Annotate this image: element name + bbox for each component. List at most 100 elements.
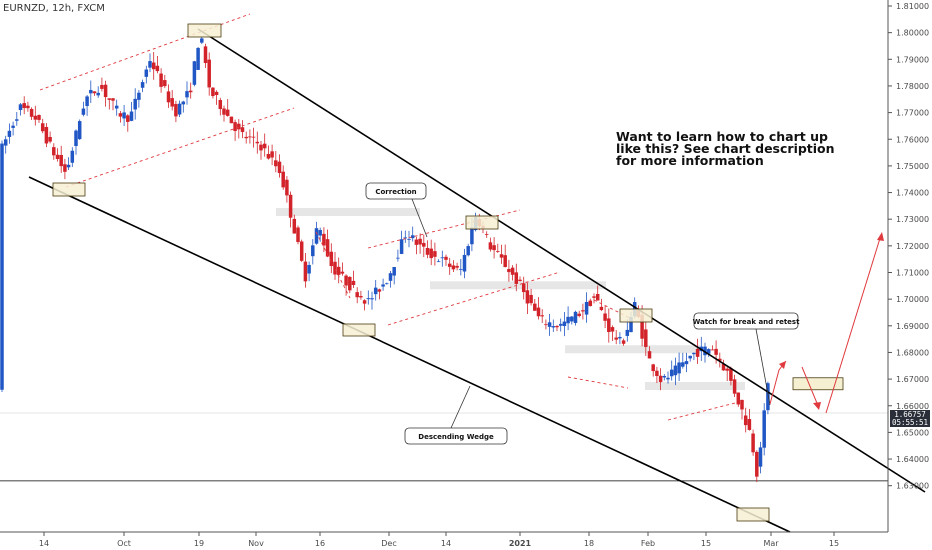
watch-label: Watch for break and retest (693, 318, 800, 326)
candle-body (299, 241, 304, 261)
time-tick-label: 15 (701, 539, 711, 548)
candle-body (625, 329, 630, 336)
candle-body (44, 126, 49, 144)
candle-body (714, 348, 718, 355)
candle-body (163, 80, 167, 87)
time-tick-label: 14 (441, 539, 451, 548)
candle-body (510, 267, 515, 275)
candle-body (26, 105, 30, 109)
correction-callout: Correction (365, 182, 428, 238)
candle-body (603, 313, 607, 321)
candle-body (570, 316, 574, 322)
candle-body (547, 322, 552, 327)
candle-body (758, 447, 763, 467)
candle-body (29, 108, 34, 117)
price-tick-label: 1.63000 (896, 482, 929, 491)
candle-body (59, 154, 63, 167)
candle-body (414, 239, 419, 245)
channel-line (667, 402, 736, 421)
candle-body (233, 122, 237, 132)
candle-body (351, 280, 356, 285)
candle-body (747, 419, 752, 430)
price-tick-label: 1.76000 (896, 135, 929, 144)
candle-body (418, 238, 422, 245)
candle-body (466, 246, 470, 256)
candle-body (514, 272, 519, 284)
candle-body (355, 292, 359, 298)
candle-body (584, 301, 589, 315)
candle-body (122, 112, 126, 119)
price-tick-label: 1.64000 (896, 455, 929, 464)
price-axis[interactable]: 1.81000 1.80000 1.79000 1.78000 1.77000 1.760… (888, 2, 929, 491)
candle-body (92, 91, 97, 94)
price-tick-label: 1.79000 (896, 55, 929, 64)
time-tick-label: Feb (641, 539, 655, 548)
swing-box (619, 308, 653, 323)
candle-body (85, 96, 89, 107)
candle-body (647, 351, 652, 359)
channel-line (367, 209, 521, 249)
candle-body (533, 303, 537, 311)
time-tick-label: Oct (117, 539, 131, 548)
candle-body (237, 123, 241, 130)
candle-body (566, 316, 570, 324)
candle-body (281, 171, 285, 188)
candle-body (188, 90, 193, 93)
candle-body (296, 227, 300, 243)
resistance-band (565, 345, 700, 354)
candle-body (725, 368, 729, 371)
candle-body (63, 164, 67, 172)
candle-body (155, 65, 160, 72)
candle-body (595, 293, 600, 301)
candle-body (318, 230, 322, 236)
candle-body (629, 317, 633, 333)
candle-body (640, 314, 644, 339)
price-tick-label: 1.65000 (896, 428, 929, 437)
price-tick-label: 1.68000 (896, 348, 929, 357)
candle-body (133, 98, 137, 110)
candle-body (599, 306, 604, 311)
candle-body (3, 139, 8, 146)
price-tick-label: 1.72000 (896, 242, 929, 251)
trend-lines (28, 13, 926, 533)
candle-body (540, 315, 544, 317)
candle-body (751, 433, 755, 453)
time-tick-label: Dec (381, 539, 396, 548)
candle-body (507, 269, 511, 273)
correction-label: Correction (375, 188, 416, 196)
candle-body (288, 194, 293, 218)
candle-body (388, 273, 393, 281)
candle-body (592, 296, 596, 298)
candle-body (159, 73, 163, 87)
candle-body (33, 115, 38, 120)
price-tick-label: 1.80000 (896, 29, 929, 38)
candle-body (743, 415, 748, 426)
candle-body (755, 451, 759, 477)
candle-body (100, 84, 104, 89)
candle-body (377, 289, 382, 292)
watch-callout: Watch for break and retest (693, 312, 800, 406)
candle-body (381, 284, 385, 287)
candle-body (499, 254, 504, 258)
price-tick-label: 1.81000 (896, 2, 929, 11)
candle-body (37, 115, 41, 120)
candle-body (581, 310, 585, 312)
candle-body (488, 242, 493, 250)
candle-body (706, 349, 711, 354)
candle-body (518, 279, 522, 282)
candle-body (440, 257, 445, 259)
candle-body (277, 161, 282, 174)
candle-body (11, 125, 15, 128)
price-tick-label: 1.70000 (896, 295, 929, 304)
candle-body (74, 130, 78, 147)
candle-body (185, 91, 189, 98)
candle-body (536, 307, 541, 317)
candle-body (740, 399, 744, 410)
candle-body (558, 323, 563, 326)
swing-box (736, 507, 770, 522)
candle-body (447, 263, 452, 267)
time-axis[interactable]: 14 Oct 19 Nov 16 Dec 14 2021 18 Feb 15 Mar 15 (39, 532, 839, 548)
candle-body (385, 283, 389, 285)
candle-body (677, 362, 681, 374)
